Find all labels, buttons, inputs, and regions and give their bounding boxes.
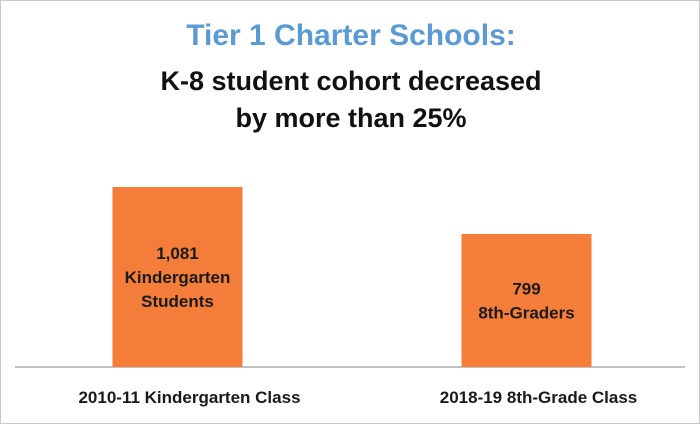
category-label-1: 2010-11 Kindergarten Class — [78, 388, 300, 407]
bar-2-label-line-1: 799 — [512, 279, 540, 298]
chart-subtitle: K-8 student cohort decreased by more tha… — [1, 63, 700, 137]
chart-subtitle-line-2: by more than 25% — [235, 103, 467, 133]
bar-2-label-line-2: 8th-Graders — [478, 303, 574, 322]
category-label-2: 2018-19 8th-Grade Class — [440, 388, 638, 407]
bar-2 — [461, 233, 592, 367]
bar-1-label-line-3: Students — [141, 292, 214, 311]
bar-1-label-line-2: Kindergarten — [125, 268, 231, 287]
chart-title: Tier 1 Charter Schools: — [186, 19, 516, 52]
chart-subtitle-line-1: K-8 student cohort decreased — [160, 66, 542, 96]
bar-1-label-line-1: 1,081 — [156, 244, 199, 263]
bar-1 — [112, 187, 243, 367]
